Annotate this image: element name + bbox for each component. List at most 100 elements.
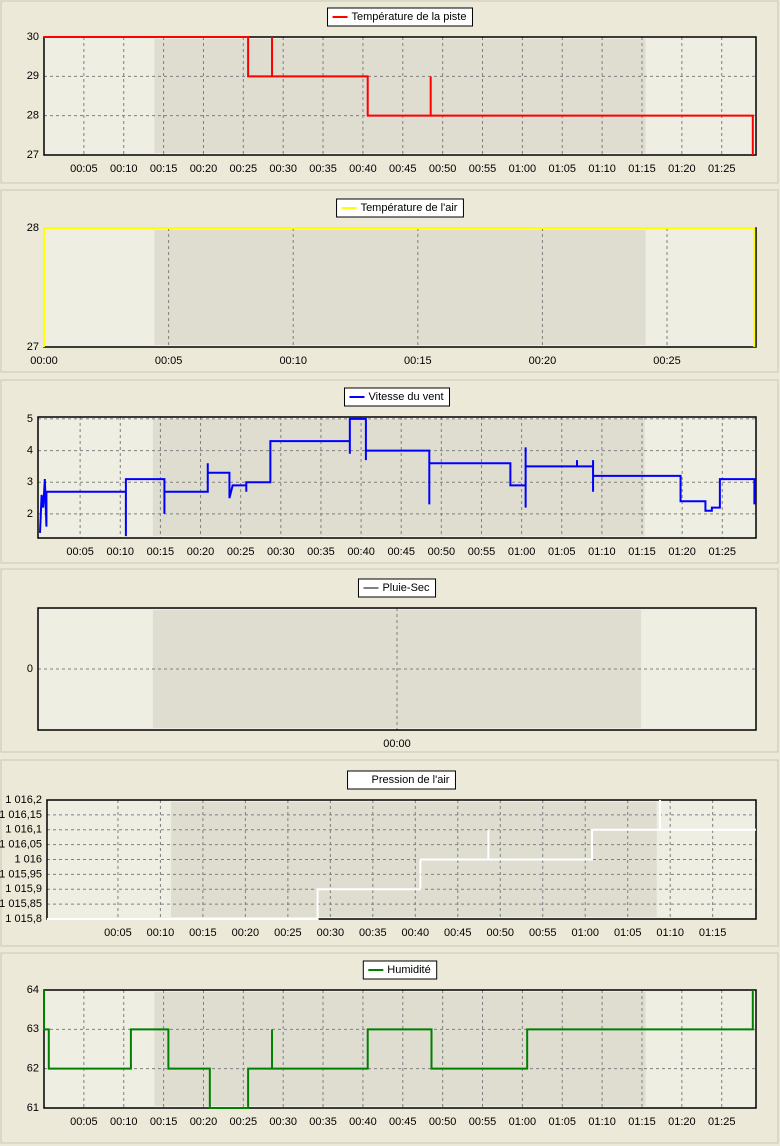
watermark xyxy=(154,230,646,345)
x-tick-label: 00:20 xyxy=(190,163,218,175)
x-tick-label: 01:10 xyxy=(588,546,616,558)
x-tick-label: 01:05 xyxy=(614,927,642,939)
x-tick-label: 00:25 xyxy=(230,163,258,175)
x-tick-label: 01:20 xyxy=(668,163,696,175)
x-tick-label: 01:15 xyxy=(628,163,656,175)
x-tick-label: 01:05 xyxy=(548,163,576,175)
x-tick-label: 00:25 xyxy=(230,1116,258,1128)
y-tick-label: 63 xyxy=(27,1023,39,1035)
x-tick-label: 01:00 xyxy=(508,546,536,558)
x-tick-label: 00:30 xyxy=(269,1116,297,1128)
legend-label: Température de la piste xyxy=(352,11,467,23)
series-line xyxy=(47,800,756,920)
y-tick-label: 5 xyxy=(27,413,33,425)
x-tick-label: 00:00 xyxy=(30,355,58,367)
x-tick-label: 00:35 xyxy=(307,546,335,558)
x-tick-label: 00:55 xyxy=(468,546,496,558)
x-tick-label: 00:55 xyxy=(529,927,557,939)
y-tick-label: 1 015,95 xyxy=(0,868,42,880)
y-tick-label: 0 xyxy=(27,663,33,675)
x-tick-label: 00:10 xyxy=(279,355,307,367)
watermark xyxy=(154,992,646,1106)
legend-box xyxy=(343,387,451,407)
y-tick-label: 28 xyxy=(27,222,39,234)
x-tick-label: 00:20 xyxy=(232,927,260,939)
plot-border xyxy=(37,416,757,539)
x-tick-label: 01:05 xyxy=(548,546,576,558)
x-tick-label: 00:35 xyxy=(359,927,387,939)
y-tick-label: 27 xyxy=(27,149,39,161)
x-tick-label: 00:15 xyxy=(150,1116,178,1128)
plot-border xyxy=(43,36,757,156)
legend-label: Pression de l'air xyxy=(372,774,450,786)
x-tick-label: 01:20 xyxy=(668,546,696,558)
legend-box xyxy=(362,960,438,980)
x-tick-label: 00:30 xyxy=(269,163,297,175)
x-tick-label: 00:40 xyxy=(347,546,375,558)
y-tick-label: 61 xyxy=(27,1102,39,1114)
x-tick-label: 00:45 xyxy=(389,1116,417,1128)
y-tick-label: 3 xyxy=(27,476,33,488)
x-tick-label: 00:10 xyxy=(110,163,138,175)
legend-box xyxy=(336,198,464,218)
x-tick-label: 00:00 xyxy=(383,738,411,750)
y-tick-label: 1 016,2 xyxy=(5,794,42,806)
x-tick-label: 01:20 xyxy=(668,1116,696,1128)
series-line xyxy=(44,36,754,155)
x-tick-label: 00:45 xyxy=(389,163,417,175)
y-tick-label: 27 xyxy=(27,341,39,353)
y-tick-label: 1 016,15 xyxy=(0,809,42,821)
x-tick-label: 01:10 xyxy=(588,163,616,175)
x-tick-label: 00:25 xyxy=(227,546,255,558)
x-tick-label: 01:00 xyxy=(571,927,599,939)
x-tick-label: 01:25 xyxy=(709,546,737,558)
x-tick-label: 00:40 xyxy=(349,163,377,175)
x-tick-label: 00:15 xyxy=(189,927,217,939)
watermark xyxy=(152,419,645,536)
x-tick-label: 01:10 xyxy=(588,1116,616,1128)
watermark xyxy=(154,39,646,153)
x-tick-label: 00:15 xyxy=(150,163,178,175)
y-tick-label: 4 xyxy=(27,444,33,456)
plot-border xyxy=(37,607,757,731)
x-tick-label: 00:50 xyxy=(429,163,457,175)
legend-label: Vitesse du vent xyxy=(368,391,443,403)
x-tick-label: 01:25 xyxy=(708,1116,736,1128)
legend-label: Pluie-Sec xyxy=(382,582,430,594)
x-tick-label: 00:55 xyxy=(469,1116,497,1128)
y-tick-label: 1 015,8 xyxy=(5,913,42,925)
x-tick-label: 00:05 xyxy=(70,1116,98,1128)
x-tick-label: 00:50 xyxy=(428,546,456,558)
legend-label: Humidité xyxy=(387,964,430,976)
x-tick-label: 01:05 xyxy=(548,1116,576,1128)
x-tick-label: 00:20 xyxy=(190,1116,218,1128)
series-line xyxy=(43,990,754,1109)
legend-box xyxy=(347,770,456,790)
series-line xyxy=(39,417,756,537)
y-tick-label: 28 xyxy=(27,110,39,122)
x-tick-label: 00:10 xyxy=(147,927,175,939)
y-tick-label: 2 xyxy=(27,508,33,520)
x-tick-label: 00:45 xyxy=(387,546,415,558)
x-tick-label: 00:05 xyxy=(155,355,183,367)
x-tick-label: 00:20 xyxy=(187,546,215,558)
x-tick-label: 00:15 xyxy=(404,355,432,367)
x-tick-label: 00:40 xyxy=(349,1116,377,1128)
y-tick-label: 1 016,05 xyxy=(0,839,42,851)
x-tick-label: 00:35 xyxy=(309,1116,337,1128)
x-tick-label: 00:05 xyxy=(70,163,98,175)
x-tick-label: 00:05 xyxy=(66,546,94,558)
legend-box xyxy=(357,578,437,598)
x-tick-label: 01:15 xyxy=(699,927,727,939)
x-tick-label: 00:25 xyxy=(274,927,302,939)
x-tick-label: 01:25 xyxy=(708,163,736,175)
y-tick-label: 30 xyxy=(27,31,39,43)
plot-border xyxy=(43,989,757,1109)
x-tick-label: 00:50 xyxy=(429,1116,457,1128)
y-tick-label: 1 015,9 xyxy=(5,883,42,895)
legend-label: Température de l'air xyxy=(361,202,458,214)
series-line xyxy=(43,227,756,347)
y-tick-label: 1 016 xyxy=(14,853,42,865)
